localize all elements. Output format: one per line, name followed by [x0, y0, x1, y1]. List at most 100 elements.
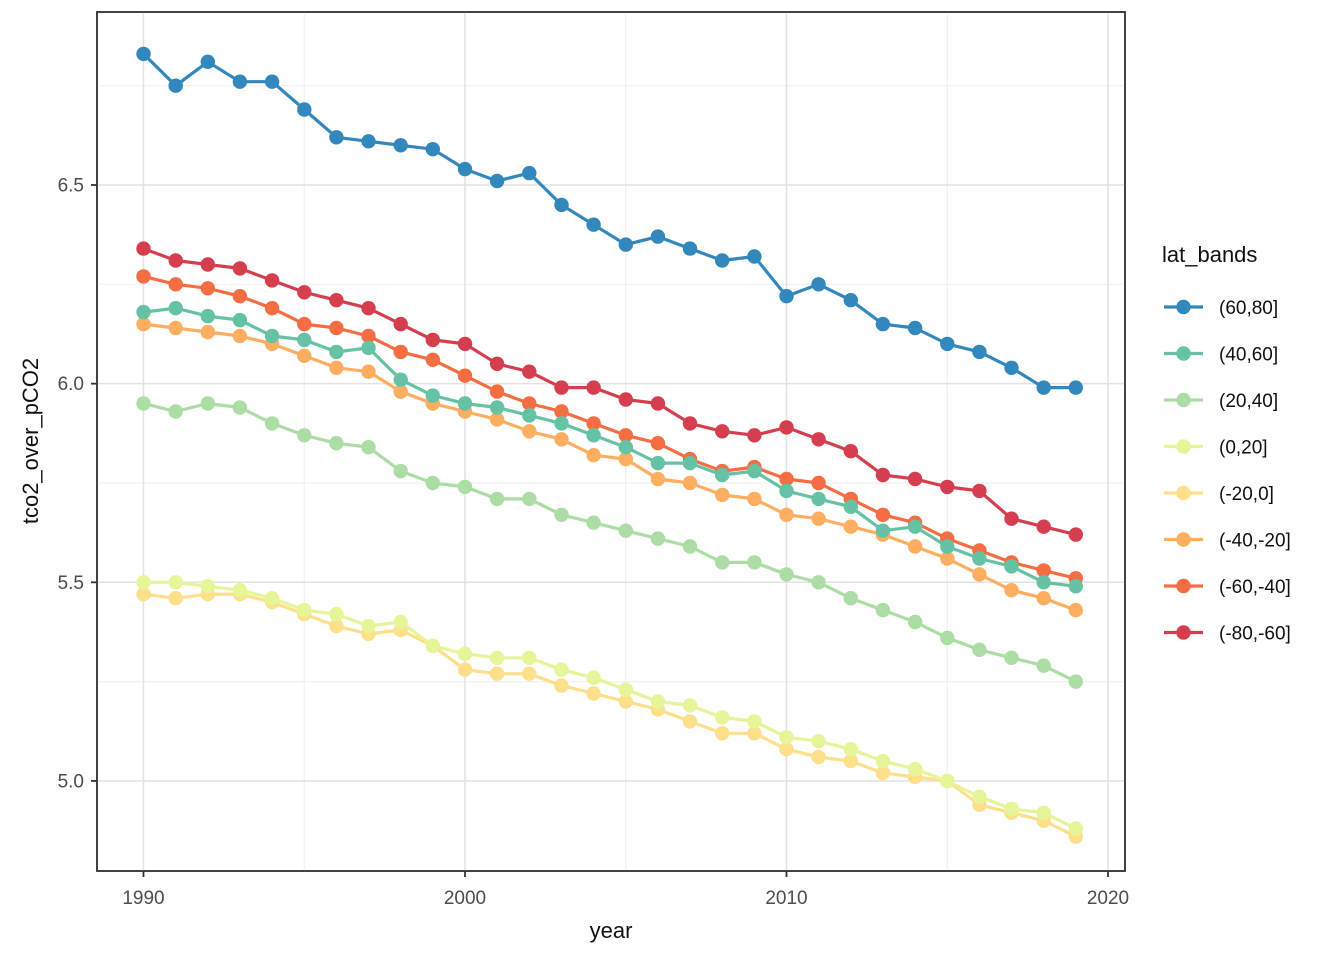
data-point — [940, 479, 955, 495]
gridlines-major — [97, 12, 1125, 871]
series-(0,20] — [136, 575, 1084, 836]
data-point — [843, 591, 858, 606]
data-point — [779, 730, 794, 745]
data-point — [907, 614, 923, 630]
data-point — [168, 404, 183, 419]
data-point — [875, 316, 891, 332]
data-point — [650, 229, 666, 244]
data-point — [554, 432, 569, 447]
data-point — [1068, 579, 1084, 594]
data-point — [1068, 674, 1084, 689]
data-point — [200, 54, 215, 69]
data-point — [522, 165, 537, 181]
legend-item-label: (-20,0] — [1219, 484, 1274, 505]
data-point — [361, 440, 376, 455]
data-point — [682, 455, 698, 471]
data-point — [1036, 591, 1051, 606]
data-point — [136, 396, 151, 411]
data-point — [329, 320, 344, 336]
data-point — [875, 753, 891, 769]
data-point — [715, 487, 730, 503]
legend-item-(-40,-20]: (-40,-20] — [1164, 531, 1291, 552]
data-point — [618, 694, 633, 709]
data-point — [1036, 575, 1051, 590]
data-point — [136, 46, 151, 62]
data-point — [843, 293, 858, 308]
data-point — [972, 789, 987, 804]
data-point — [522, 491, 537, 507]
data-point — [425, 388, 440, 403]
data-point — [875, 602, 891, 618]
data-point — [843, 753, 858, 769]
data-point — [329, 130, 344, 145]
x-axis-tick-labels: 1990 2000 2010 2020 — [122, 888, 1129, 909]
legend-key-point — [1176, 299, 1191, 315]
data-point — [393, 316, 408, 332]
data-point — [361, 301, 376, 316]
data-point — [232, 583, 248, 598]
panel-border — [96, 11, 1126, 872]
data-point — [650, 396, 666, 411]
data-point — [1004, 583, 1019, 598]
data-point — [522, 396, 537, 411]
y-tick-label: 5.5 — [58, 573, 84, 594]
data-point — [297, 332, 312, 348]
series-(60,80] — [136, 46, 1084, 395]
data-point — [747, 714, 762, 729]
series-(-80,-60] — [136, 241, 1084, 542]
data-point — [972, 483, 987, 499]
data-point — [457, 368, 473, 383]
y-tick-label: 6.5 — [58, 176, 84, 197]
data-point — [361, 134, 376, 149]
data-series — [136, 46, 1084, 844]
data-point — [425, 352, 440, 367]
data-point — [361, 364, 376, 379]
data-point — [972, 567, 987, 582]
legend-item-label: (-80,-60] — [1219, 624, 1291, 645]
data-point — [811, 432, 826, 447]
data-point — [940, 551, 955, 566]
data-point — [1004, 559, 1019, 574]
data-point — [489, 173, 505, 189]
data-point — [522, 408, 537, 423]
data-point — [715, 710, 730, 725]
data-point — [940, 539, 955, 554]
data-point — [393, 384, 408, 399]
data-point — [232, 400, 248, 415]
data-point — [811, 277, 826, 292]
data-point — [682, 416, 698, 431]
data-point — [264, 273, 280, 288]
data-point — [136, 316, 151, 332]
data-point — [715, 726, 730, 741]
data-point — [682, 714, 698, 729]
data-point — [297, 102, 312, 117]
legend-item-label: (0,20] — [1219, 438, 1268, 459]
data-point — [457, 396, 473, 411]
data-point — [586, 416, 601, 431]
data-point — [618, 237, 633, 252]
data-point — [1004, 360, 1019, 375]
legend-item-label: (60,80] — [1219, 298, 1278, 319]
data-point — [554, 404, 569, 419]
legend-item-(40,60]: (40,60] — [1164, 345, 1278, 366]
data-point — [586, 428, 601, 443]
y-axis-title: tco2_over_pCO2 — [18, 358, 43, 524]
data-point — [264, 301, 280, 316]
data-point — [1036, 380, 1051, 395]
data-point — [361, 618, 376, 634]
data-point — [554, 507, 569, 522]
data-point — [843, 499, 858, 514]
data-point — [747, 726, 762, 741]
data-point — [489, 356, 505, 371]
data-point — [907, 320, 923, 336]
legend-item-label: (40,60] — [1219, 345, 1278, 366]
data-point — [779, 471, 794, 487]
x-tick-label: 2010 — [765, 888, 807, 909]
data-point — [907, 519, 923, 534]
data-point — [843, 519, 858, 534]
legend-item-(60,80]: (60,80] — [1164, 298, 1278, 319]
data-point — [811, 734, 826, 749]
data-point — [297, 428, 312, 443]
data-point — [393, 372, 408, 387]
